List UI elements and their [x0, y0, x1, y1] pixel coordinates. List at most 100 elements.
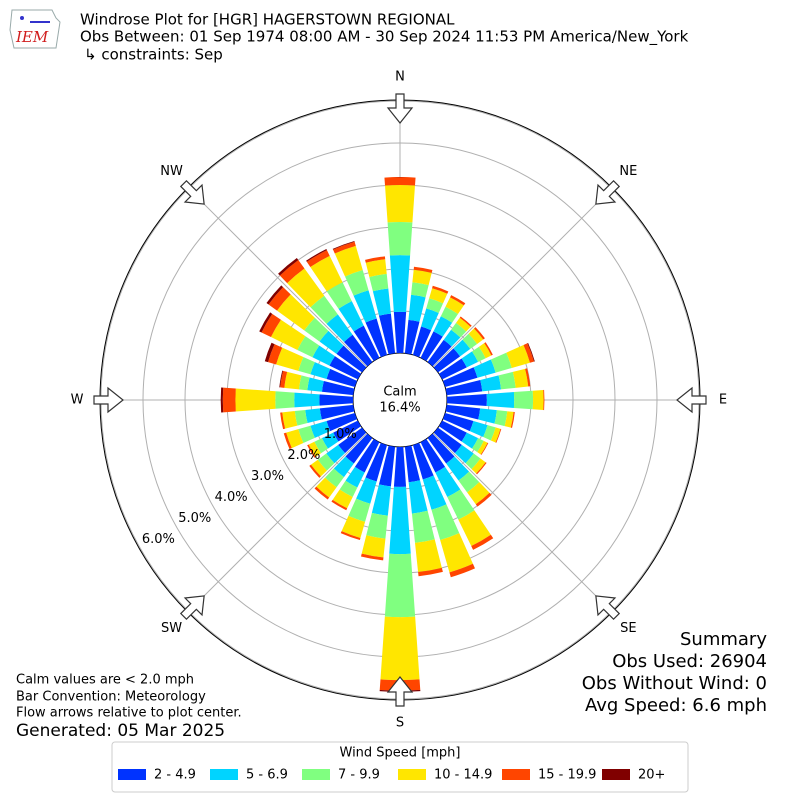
bar-segment — [372, 288, 391, 316]
bar-segment — [326, 368, 358, 388]
bar-segment — [433, 348, 461, 373]
bar-segment — [310, 295, 338, 324]
bar-segment — [365, 259, 387, 277]
bar-segment — [307, 444, 316, 458]
bar-segment — [366, 512, 388, 539]
bar-segment — [504, 411, 514, 428]
bar-segment — [442, 367, 478, 388]
bar-segment — [420, 331, 443, 362]
bar-segment — [348, 498, 371, 522]
bar-segment — [445, 379, 483, 396]
bar-segment — [446, 393, 487, 407]
bar-segment — [314, 486, 330, 500]
bar-segment — [532, 389, 544, 411]
bar-segment — [454, 444, 474, 464]
bar-segment — [412, 269, 432, 286]
logo-text: IEM — [15, 28, 49, 46]
logo: IEM — [9, 9, 61, 49]
direction-label: E — [719, 393, 727, 408]
bar-segment — [422, 475, 447, 510]
bar-segment — [404, 445, 421, 483]
bar-segment — [286, 429, 304, 449]
chart-subtitle: Obs Between: 01 Sep 1974 08:00 AM - 30 S… — [80, 28, 689, 47]
bar-segment — [494, 410, 508, 427]
bar-segment — [306, 250, 330, 268]
bar-segment — [440, 306, 458, 323]
bar-segment — [408, 480, 428, 514]
legend-swatch — [210, 769, 238, 780]
bar-segment — [498, 371, 516, 390]
note: Flow arrows relative to plot center. — [16, 706, 242, 721]
bar-segment — [314, 438, 328, 454]
bar-segment — [426, 298, 444, 313]
bar-segment — [278, 258, 299, 276]
bar-segment — [449, 563, 475, 578]
bar-segment — [450, 295, 466, 306]
bar-segment — [523, 343, 534, 363]
bar-segment — [356, 477, 377, 504]
summary-line: Obs Without Wind: 0 — [582, 673, 767, 694]
bar-segment — [312, 345, 335, 366]
r-tick-label: 1.0% — [324, 427, 357, 442]
bar-segment — [438, 420, 467, 442]
bar-segment — [412, 442, 434, 480]
bar-segment — [525, 368, 531, 387]
bar-segment — [475, 492, 492, 507]
bar-segment — [332, 240, 355, 250]
bar-segment — [325, 468, 344, 488]
bar-segment — [477, 440, 488, 455]
bar-segment — [513, 390, 534, 410]
bar-segment — [458, 510, 491, 547]
bar-segment — [280, 412, 286, 430]
legend-label: 5 - 6.9 — [246, 768, 288, 783]
bar-segment — [467, 482, 490, 505]
bar-segment — [461, 351, 479, 368]
bar-segment — [279, 370, 284, 388]
bar-segment — [336, 345, 367, 373]
bar-segment — [268, 287, 291, 311]
bar-segment — [326, 282, 352, 309]
bar-segment — [435, 466, 461, 497]
bar-segment — [345, 270, 369, 296]
r-tick-label: 5.0% — [178, 511, 211, 526]
legend-title: Wind Speed [mph] — [340, 746, 461, 761]
bar-segment — [344, 334, 373, 367]
calm-value: 16.4% — [379, 401, 420, 416]
bar-segment — [432, 285, 449, 294]
bar-segment — [294, 409, 308, 426]
chart-title: Windrose Plot for [HGR] HAGERSTOWN REGIO… — [80, 11, 455, 29]
bar-segment — [427, 339, 452, 367]
bar-segment — [310, 421, 331, 438]
bar-segment — [420, 438, 446, 473]
bar-segment — [353, 290, 377, 323]
bar-segment — [418, 567, 443, 577]
bar-segment — [378, 313, 396, 355]
logo-dot — [20, 16, 24, 20]
legend-label: 20+ — [638, 768, 665, 783]
bar-segment — [307, 377, 324, 392]
bar-segment — [277, 294, 315, 331]
flow-arrow — [386, 93, 414, 124]
bar-segment — [543, 389, 545, 411]
calm-label: Calm — [383, 385, 416, 400]
bar-segment — [412, 326, 432, 358]
bar-segment — [473, 359, 496, 378]
bar-segment — [384, 177, 416, 186]
legend-swatch — [302, 769, 330, 780]
bar-segment — [298, 425, 315, 444]
spoke — [432, 187, 613, 368]
bar-segment — [415, 539, 442, 573]
bar-segment — [472, 346, 486, 362]
spoke — [187, 187, 368, 368]
bar-segment — [270, 319, 306, 350]
summary-line: Summary — [680, 629, 767, 650]
bar-segment — [339, 480, 358, 497]
bar-segment — [490, 352, 512, 373]
bar-segment — [222, 387, 236, 413]
bar-segment — [484, 342, 493, 356]
bar-segment — [456, 317, 471, 332]
legend-swatch — [398, 769, 426, 780]
bar-segment — [268, 344, 283, 365]
bar-segment — [338, 301, 364, 332]
flow-arrow — [595, 595, 621, 621]
